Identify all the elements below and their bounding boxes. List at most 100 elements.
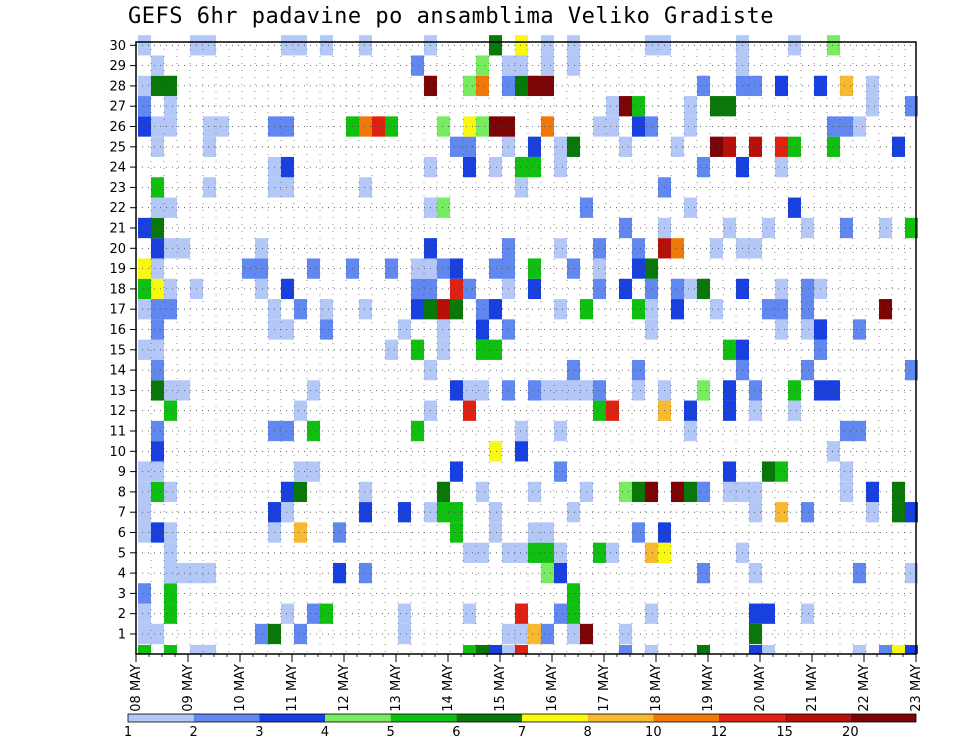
heatmap-cell: [515, 645, 528, 654]
heatmap-cell: [203, 645, 216, 654]
y-tick-label: 20: [109, 242, 126, 257]
heatmap-cell: [528, 542, 541, 563]
heatmap-cell: [723, 339, 736, 360]
y-tick-label: 22: [109, 201, 126, 216]
heatmap-cell: [502, 645, 515, 654]
heatmap-cell: [398, 319, 411, 340]
heatmap-cell: [359, 481, 372, 503]
heatmap-cell: [775, 75, 788, 97]
heatmap-cell: [333, 562, 346, 584]
heatmap-cell: [255, 258, 268, 279]
legend-label: 20: [842, 725, 859, 740]
heatmap-cell: [788, 380, 801, 401]
x-tick-label: 13 MAY: [389, 664, 404, 712]
heatmap-cell: [489, 156, 502, 178]
heatmap-cell: [359, 562, 372, 584]
heatmap-cell: [255, 278, 268, 300]
y-tick-label: 1: [118, 628, 126, 643]
y-tick-label: 27: [109, 100, 126, 115]
legend-swatch: [325, 714, 391, 722]
heatmap-cell: [164, 400, 177, 421]
heatmap-cell: [515, 542, 528, 563]
heatmap-cell: [827, 380, 840, 401]
x-tick-label: 10 MAY: [233, 664, 248, 712]
heatmap-cell: [567, 258, 580, 279]
heatmap-cell: [515, 623, 528, 645]
legend-label: 2: [190, 725, 198, 740]
y-tick-label: 21: [109, 222, 126, 237]
heatmap-cell: [840, 75, 853, 97]
heatmap-cell: [151, 238, 164, 259]
heatmap-cell: [164, 96, 177, 117]
heatmap-cell: [775, 502, 788, 523]
x-tick-label: 09 MAY: [181, 664, 196, 712]
heatmap-cell: [307, 603, 320, 624]
heatmap-cell: [294, 522, 307, 543]
heatmap-cell: [320, 603, 333, 624]
heatmap-cell: [164, 583, 177, 604]
y-tick-label: 23: [109, 181, 126, 196]
y-tick-label: 25: [109, 140, 126, 155]
heatmap-cell: [242, 258, 255, 279]
heatmap-cell: [528, 75, 541, 97]
heatmap-cell: [853, 116, 866, 137]
legend-swatch: [784, 714, 851, 722]
heatmap-cell: [359, 35, 372, 56]
heatmap-cell: [489, 299, 502, 320]
heatmap-cell: [138, 645, 151, 654]
x-tick-label: 20 MAY: [753, 664, 768, 712]
heatmap-cell: [138, 339, 151, 360]
heatmap-cell: [801, 603, 814, 624]
heatmap-cell: [281, 116, 294, 137]
heatmap-cell: [723, 136, 736, 157]
heatmap-cell: [151, 197, 164, 218]
y-tick-label: 14: [109, 364, 126, 379]
heatmap-cell: [567, 583, 580, 604]
heatmap-cell: [632, 522, 645, 543]
legend-swatch: [719, 714, 785, 722]
heatmap-cell: [463, 156, 476, 178]
heatmap-cell: [827, 35, 840, 56]
heatmap-cell: [294, 299, 307, 320]
heatmap-cell: [762, 645, 775, 654]
heatmap-cell: [593, 278, 606, 300]
heatmap-cell: [671, 481, 684, 503]
heatmap-cell: [762, 217, 775, 239]
heatmap-cell: [398, 623, 411, 645]
heatmap-cell: [476, 542, 489, 563]
heatmap-cell: [827, 136, 840, 157]
heatmap-cell: [320, 299, 333, 320]
heatmap-cell: [463, 400, 476, 421]
heatmap-cell: [437, 299, 450, 320]
y-tick-label: 8: [118, 485, 126, 500]
heatmap-cell: [645, 299, 658, 320]
legend-swatch: [259, 714, 325, 722]
y-axis: 1234567891011121314151617181920212223242…: [109, 39, 136, 643]
heatmap-cell: [203, 136, 216, 157]
legend-swatch: [456, 714, 522, 722]
heatmap-cell: [411, 258, 424, 279]
heatmap-cell: [398, 502, 411, 523]
heatmap-cell: [151, 522, 164, 543]
heatmap-cell: [710, 136, 723, 157]
heatmap-cell: [684, 400, 697, 421]
heatmap-cell: [450, 380, 463, 401]
heatmap-cell: [164, 481, 177, 503]
heatmap-cell: [151, 420, 164, 442]
heatmap-cell: [749, 400, 762, 421]
heatmap-cell: [333, 522, 346, 543]
heatmap-cell: [255, 238, 268, 259]
heatmap-cell: [476, 339, 489, 360]
legend-frame: [127, 713, 917, 723]
heatmap-cell: [164, 238, 177, 259]
heatmap-cell: [632, 96, 645, 117]
heatmap-cell: [866, 75, 879, 97]
heatmap-cell: [619, 645, 632, 654]
heatmap-cell: [164, 645, 177, 654]
heatmap-cell: [307, 420, 320, 442]
heatmap-cell: [359, 177, 372, 198]
heatmap-cell: [619, 96, 632, 117]
heatmap-cell: [528, 522, 541, 543]
heatmap-cell: [684, 420, 697, 442]
legend-label: 7: [518, 725, 526, 740]
